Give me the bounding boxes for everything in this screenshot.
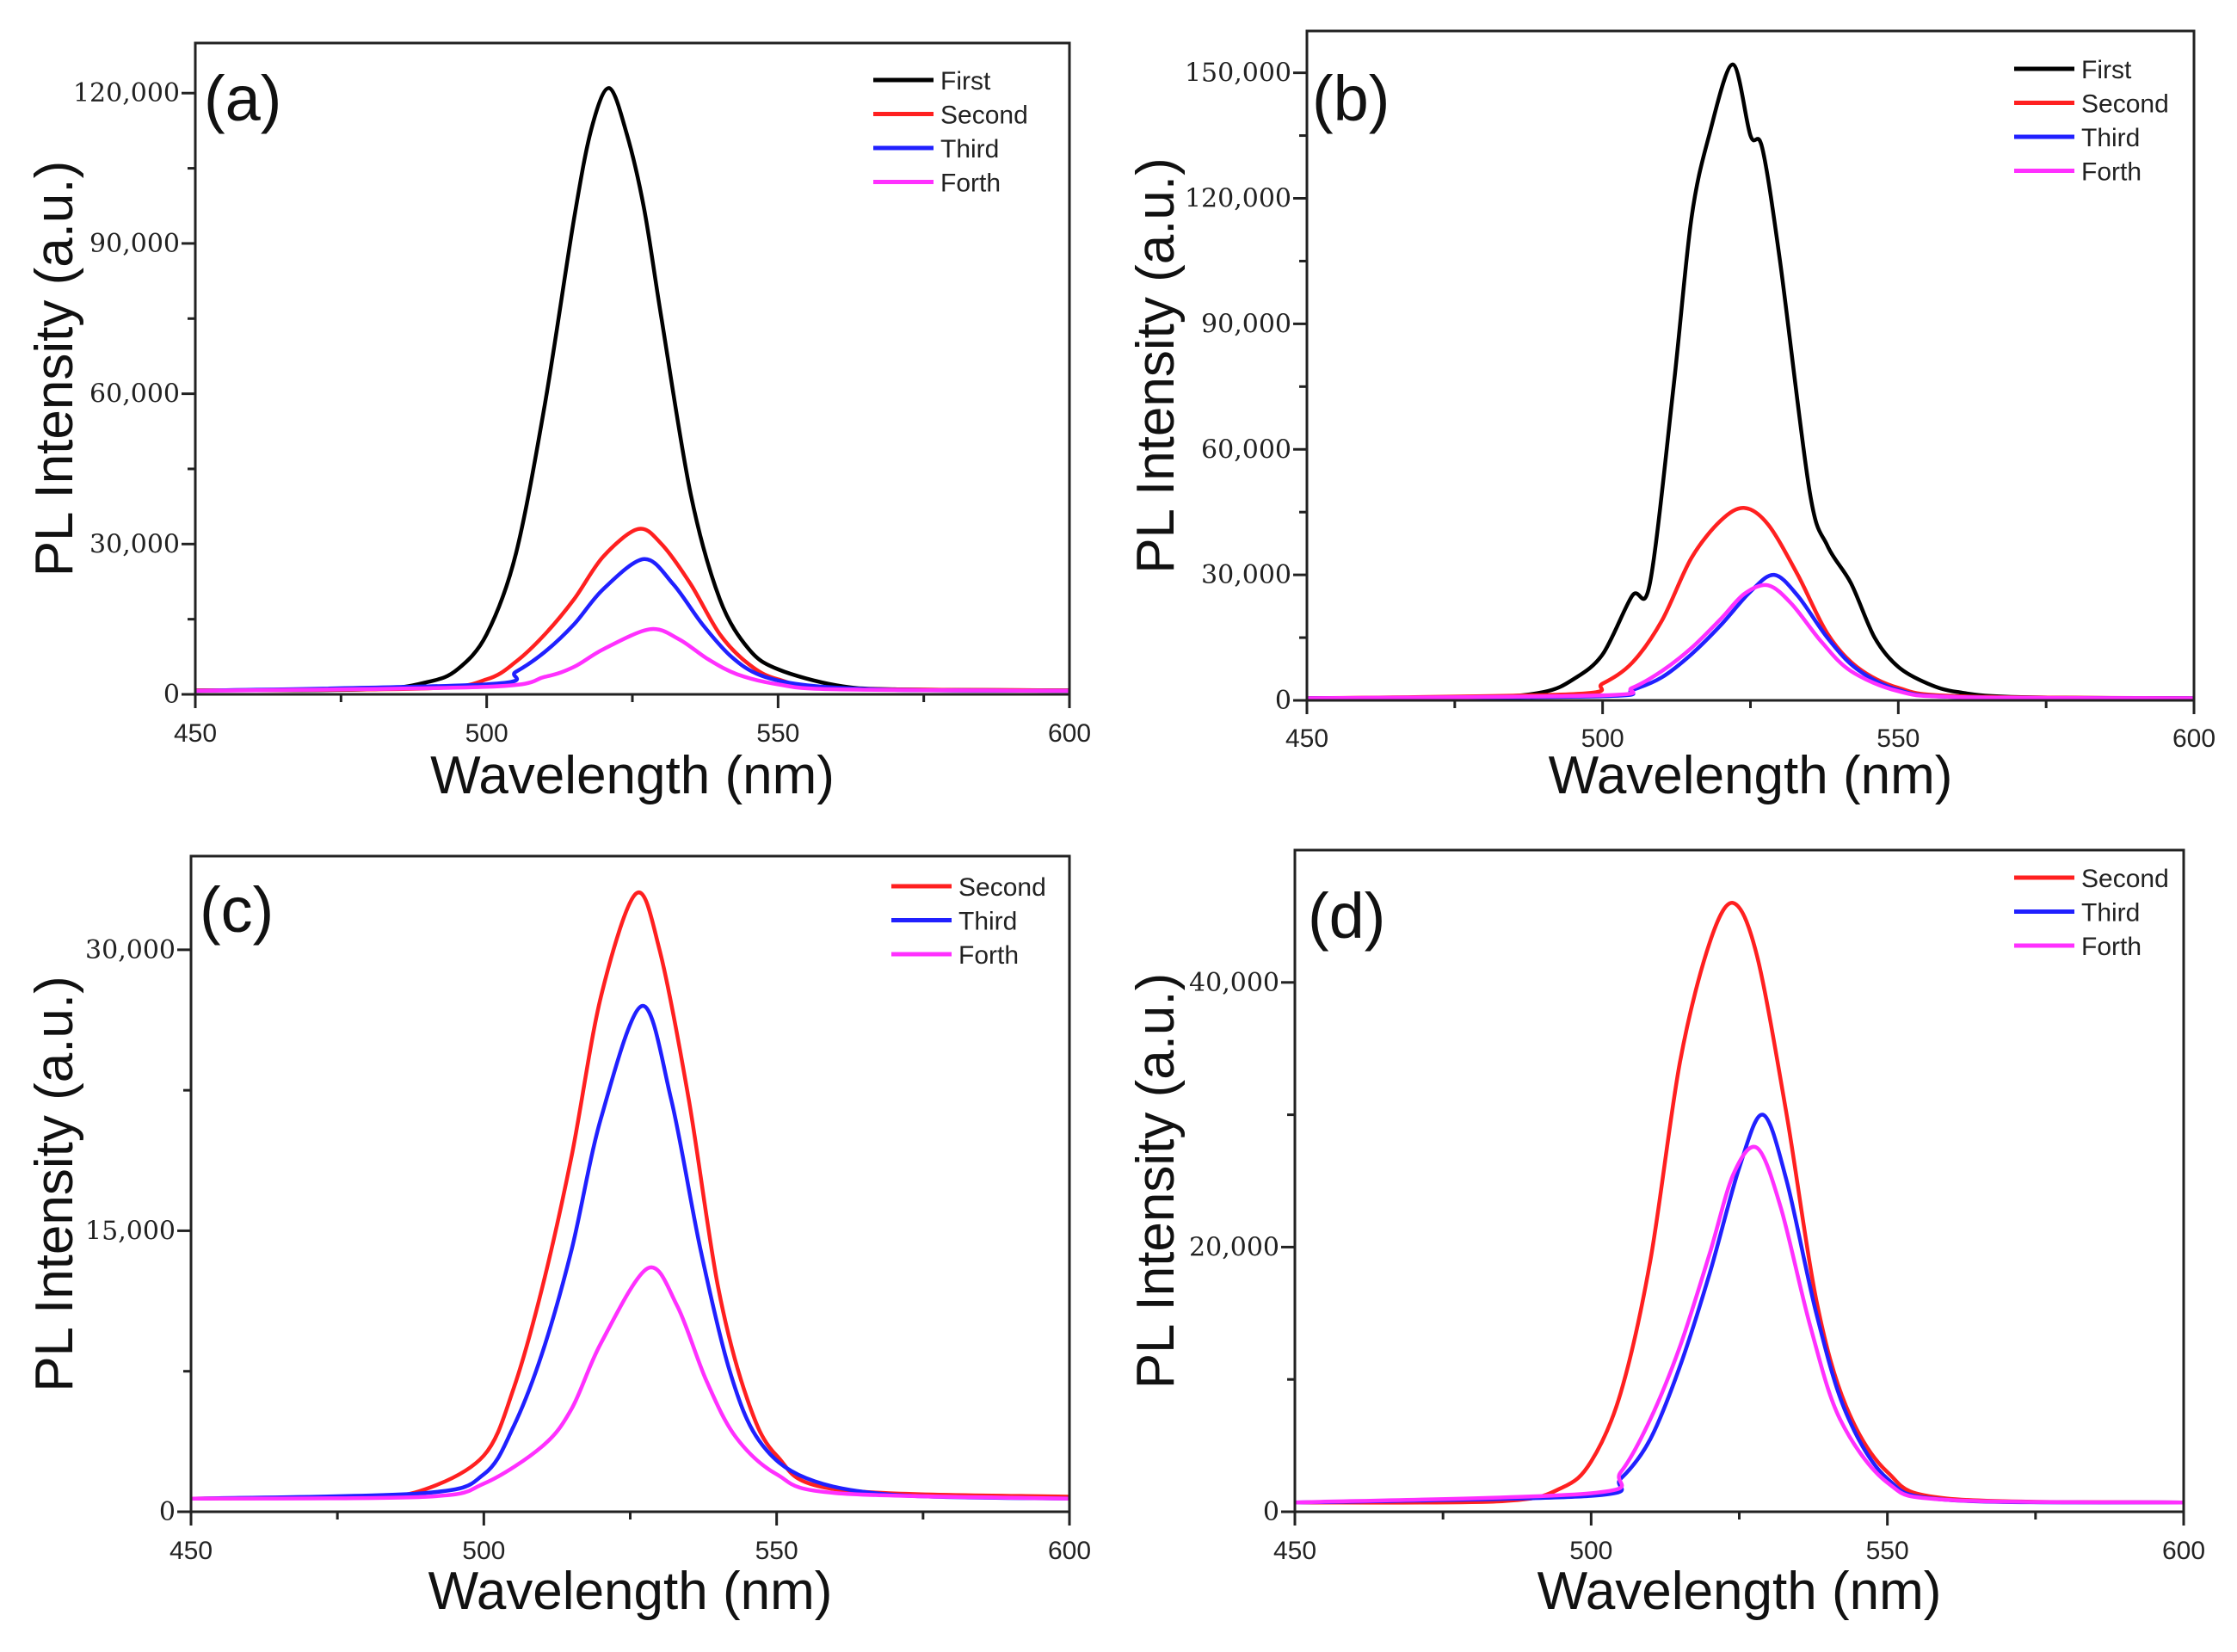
x-tick-label: 450 (1285, 724, 1328, 753)
x-axis-label: Wavelength (nm) (1538, 1562, 1942, 1621)
legend-item-first: First (2014, 56, 2132, 84)
legend-label: Second (2081, 90, 2169, 119)
legend-label: Forth (2081, 933, 2141, 961)
y-tick-label: 30,000 (85, 935, 176, 965)
y-axis-label: PL Intensity (a.u.) (25, 161, 84, 577)
legend-item-first: First (873, 67, 991, 96)
chart-panel-d: 450 500 550 600 0 20,000 40,000 Wavelength (nm)… (1126, 848, 2205, 1621)
chart-panel-b: 450 500 550 600 0 30,000 60,000 90,000 120,000 15… (1126, 29, 2215, 805)
y-tick-label: 0 (163, 680, 180, 710)
y-axis-label: PL Intensity (a.u.) (1126, 973, 1186, 1390)
series-line-second (195, 527, 1069, 693)
y-tick-label: 60,000 (1201, 435, 1291, 465)
legend-item-forth: Forth (873, 170, 1001, 198)
x-tick-label: 600 (2162, 1537, 2205, 1565)
y-tick-label: 40,000 (1189, 968, 1279, 998)
x-axis-label: Wavelength (nm) (430, 746, 835, 805)
chart-panel-c: 450 500 550 600 0 15,000 30,000 Wavelength (nm)… (25, 854, 1091, 1621)
y-tick-label: 90,000 (1201, 309, 1291, 339)
legend-item-forth: Forth (891, 941, 1019, 970)
x-tick-label: 550 (755, 1537, 798, 1565)
series-line-forth (1295, 1144, 2184, 1505)
series-line-forth (1307, 583, 2194, 700)
y-tick-label: 20,000 (1189, 1232, 1279, 1262)
series-line-first (1307, 62, 2194, 700)
legend-label: Forth (940, 170, 1001, 198)
legend-item-third: Third (891, 908, 1017, 936)
legend: First Second Third Forth (873, 67, 1028, 198)
x-tick-label: 500 (1581, 724, 1624, 753)
legend-label: Third (958, 908, 1017, 936)
y-tick-label: 0 (1275, 686, 1291, 716)
legend-item-second: Second (873, 102, 1028, 130)
y-tick-label: 15,000 (85, 1216, 176, 1246)
legend: Second Third Forth (2014, 865, 2169, 961)
legend-item-third: Third (2014, 124, 2140, 152)
x-tick-label: 500 (1569, 1537, 1612, 1565)
x-axis-label: Wavelength (nm) (428, 1562, 833, 1621)
x-tick-label: 550 (756, 719, 799, 748)
series-line-second (191, 890, 1069, 1501)
y-tick-label: 120,000 (1185, 184, 1291, 214)
x-axis-label: Wavelength (nm) (1549, 746, 1953, 805)
series-line-third (1295, 1113, 2184, 1505)
legend-label: Third (940, 135, 999, 163)
x-tick-label: 550 (1876, 724, 1920, 753)
legend-item-forth: Forth (2014, 933, 2141, 961)
x-tick-label: 600 (1048, 1537, 1091, 1565)
legend-label: Forth (958, 941, 1019, 970)
legend-label: Forth (2081, 158, 2141, 187)
panel-label: (b) (1312, 63, 1390, 134)
series-line-third (195, 557, 1069, 693)
y-axis-label: PL Intensity (a.u.) (25, 976, 84, 1392)
series-line-third (191, 1003, 1069, 1501)
y-tick-label: 0 (1263, 1497, 1279, 1527)
y-tick-label: 30,000 (1201, 560, 1291, 590)
panel-label: (a) (204, 63, 281, 134)
x-tick-label: 600 (1048, 719, 1091, 748)
plot-frame (1293, 848, 2185, 1513)
legend: First Second Third Forth (2014, 56, 2169, 187)
panel-label: (d) (1308, 880, 1385, 952)
legend-item-third: Third (873, 135, 999, 163)
x-tick-label: 500 (465, 719, 508, 748)
series-line-forth (195, 626, 1069, 693)
legend-label: Second (958, 873, 1046, 902)
legend-item-second: Second (891, 873, 1046, 902)
y-tick-label: 60,000 (89, 379, 180, 410)
legend-item-second: Second (2014, 865, 2169, 893)
series-line-second (1295, 901, 2184, 1505)
legend-item-forth: Forth (2014, 158, 2141, 187)
legend-label: First (2081, 56, 2132, 84)
series-line-first (195, 86, 1069, 693)
y-tick-label: 90,000 (89, 229, 180, 259)
plot-frame (194, 41, 1071, 696)
y-tick-label: 30,000 (89, 529, 180, 559)
x-tick-label: 600 (2172, 724, 2215, 753)
series-line-forth (191, 1265, 1069, 1501)
x-tick-label: 550 (1866, 1537, 1909, 1565)
legend: Second Third Forth (891, 873, 1046, 970)
panel-label: (c) (200, 874, 274, 946)
y-axis-label: PL Intensity (a.u.) (1126, 157, 1186, 574)
x-tick-label: 450 (174, 719, 217, 748)
legend-item-third: Third (2014, 899, 2140, 928)
y-tick-label: 120,000 (73, 78, 180, 108)
series-line-third (1307, 572, 2194, 700)
y-tick-label: 150,000 (1185, 59, 1291, 89)
legend-label: Second (2081, 865, 2169, 893)
chart-panel-a: 450 500 550 600 0 30,000 60,000 90,000 120,000 Wa… (25, 41, 1091, 805)
y-tick-label: 0 (159, 1497, 176, 1527)
x-tick-label: 500 (462, 1537, 505, 1565)
legend-label: Second (940, 102, 1028, 130)
series-line-second (1307, 506, 2194, 700)
x-tick-label: 450 (169, 1537, 213, 1565)
legend-label: Third (2081, 899, 2140, 928)
legend-label: Third (2081, 124, 2140, 152)
legend-label: First (940, 67, 991, 96)
legend-item-second: Second (2014, 90, 2169, 119)
x-tick-label: 450 (1273, 1537, 1316, 1565)
